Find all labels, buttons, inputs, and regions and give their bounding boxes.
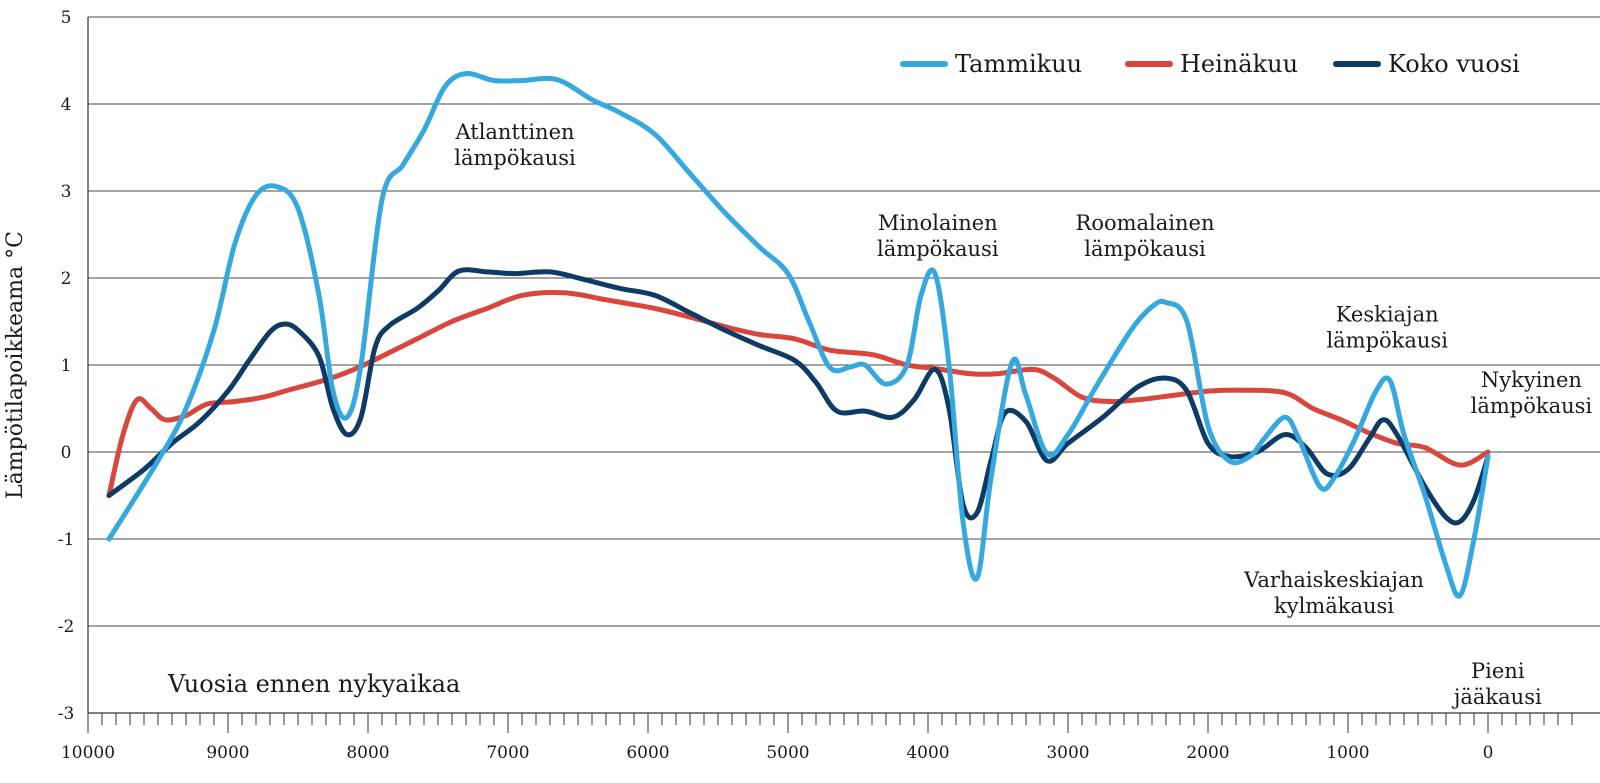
x-tick-label: 8000 bbox=[346, 743, 389, 763]
y-tick-label: -2 bbox=[58, 617, 75, 637]
legend-item-tammikuu: Tammikuu bbox=[900, 50, 1082, 78]
annotation-line: kylmäkausi bbox=[1274, 594, 1394, 618]
annotation-line: Nykyinen bbox=[1481, 368, 1582, 392]
annotation-line: Atlanttinen bbox=[454, 120, 574, 144]
x-tick-label: 4000 bbox=[906, 743, 949, 763]
x-tick-label: 7000 bbox=[486, 743, 529, 763]
annotation-line: Varhaiskeskiajan bbox=[1243, 568, 1424, 592]
x-tick-label: 0 bbox=[1483, 743, 1494, 763]
annotation-line: lämpökausi bbox=[454, 146, 576, 170]
annotations: AtlanttinenlämpökausiMinolainenlämpökaus… bbox=[454, 120, 1592, 709]
series-line-heinakuu bbox=[106, 290, 1491, 498]
y-tick-label: 5 bbox=[61, 8, 72, 28]
legend: Tammikuu Heinäkuu Koko vuosi bbox=[900, 50, 1520, 78]
x-tick-label: 9000 bbox=[206, 743, 249, 763]
y-tick-label: 0 bbox=[61, 443, 72, 463]
annotation-line: lämpökausi bbox=[877, 237, 999, 261]
series-lines bbox=[106, 71, 1491, 599]
x-tick-label: 5000 bbox=[766, 743, 809, 763]
y-tick-label: 2 bbox=[61, 269, 72, 289]
x-tick-label: 10000 bbox=[61, 743, 115, 763]
annotation-line: lämpökausi bbox=[1084, 237, 1206, 261]
y-tick-label: 1 bbox=[61, 356, 72, 376]
annotation-line: Roomalainen bbox=[1076, 211, 1215, 235]
y-tick-label: -1 bbox=[58, 530, 75, 550]
x-tick-label: 3000 bbox=[1046, 743, 1089, 763]
y-tick-label: 3 bbox=[61, 182, 72, 202]
annotation-line: lämpökausi bbox=[1326, 329, 1448, 353]
legend-label: Koko vuosi bbox=[1388, 50, 1520, 78]
y-tick-label: 4 bbox=[61, 95, 72, 115]
x-tick-label: 6000 bbox=[626, 743, 669, 763]
x-tick-label: 1000 bbox=[1326, 743, 1369, 763]
annotation-line: Pieni bbox=[1471, 659, 1525, 683]
annotation-line: Keskiajan bbox=[1336, 303, 1439, 327]
legend-label: Tammikuu bbox=[955, 50, 1082, 78]
x-tick-label: 2000 bbox=[1186, 743, 1229, 763]
series-line-koko-vuosi bbox=[106, 267, 1491, 526]
legend-label: Heinäkuu bbox=[1180, 50, 1298, 78]
legend-item-koko-vuosi: Koko vuosi bbox=[1333, 50, 1520, 78]
grid-lines bbox=[88, 16, 1600, 627]
y-tick-label: -3 bbox=[58, 704, 75, 724]
legend-item-heinakuu: Heinäkuu bbox=[1125, 50, 1298, 78]
y-axis-label: Lämpötilapoikkeama °C bbox=[3, 231, 28, 499]
annotation-line: lämpökausi bbox=[1471, 394, 1593, 418]
annotation-line: Minolainen bbox=[878, 211, 998, 235]
x-ticks: 10000 9000 8000 7000 6000 5000 4000 3000 2000 100… bbox=[61, 713, 1573, 763]
x-axis-label: Vuosia ennen nykyaikaa bbox=[167, 670, 460, 698]
y-tick-labels: -3 -2 -1 0 1 2 3 4 5 bbox=[58, 8, 75, 724]
annotation-line: jääkausi bbox=[1451, 685, 1542, 709]
series-line-tammikuu bbox=[106, 71, 1491, 599]
